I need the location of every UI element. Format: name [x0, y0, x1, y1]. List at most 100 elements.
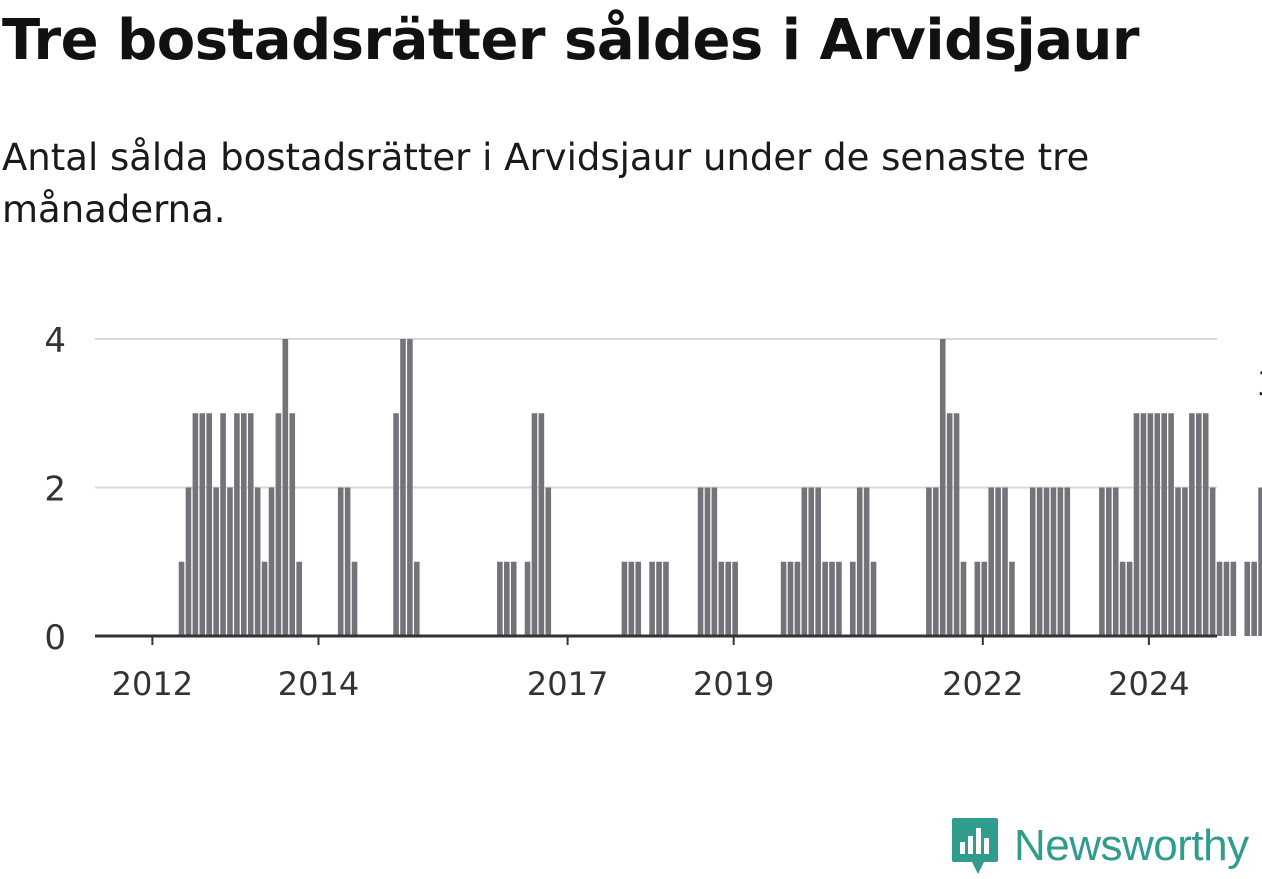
bar-124	[953, 413, 960, 636]
bar-20	[234, 413, 240, 636]
bar-157	[1182, 487, 1188, 636]
bar-90	[718, 561, 725, 636]
bar-43	[393, 413, 399, 636]
bar-152	[1147, 413, 1154, 636]
y-tick-label-2: 2	[44, 470, 66, 510]
bar-36	[344, 487, 351, 636]
bar-168	[1258, 487, 1262, 636]
bar-112	[870, 561, 877, 636]
y-tick-label-4: 4	[44, 321, 66, 361]
bar-151	[1140, 413, 1147, 636]
bar-23	[254, 487, 261, 636]
bar-13	[185, 487, 192, 636]
bar-155	[1168, 413, 1174, 636]
bar-101	[794, 561, 801, 636]
y-tick-label-0: 0	[44, 618, 66, 658]
bar-121	[933, 487, 939, 636]
bar-58	[497, 561, 503, 636]
bar-65	[545, 487, 552, 636]
bar-154	[1161, 413, 1167, 636]
bar-147	[1112, 487, 1119, 636]
bar-137	[1043, 487, 1050, 636]
bar-128	[981, 561, 988, 636]
bar-136	[1036, 487, 1043, 636]
bar-99	[780, 561, 787, 636]
bar-132	[1009, 561, 1015, 636]
bar-153	[1154, 413, 1161, 636]
bar-130	[995, 487, 1001, 636]
bar-135	[1029, 487, 1036, 636]
bar-16	[206, 413, 213, 636]
bar-161	[1209, 487, 1216, 636]
bar-149	[1126, 561, 1133, 636]
bar-77	[628, 561, 635, 636]
bar-87	[697, 487, 704, 636]
x-tick-label-2012: 2012	[112, 665, 193, 703]
newsworthy-logo: Newsworthy	[950, 818, 1249, 874]
bar-129	[988, 487, 994, 636]
bar-18	[220, 413, 226, 636]
x-tick-label-2014: 2014	[278, 665, 359, 703]
bar-64	[538, 413, 545, 636]
bar-15	[199, 413, 206, 636]
bar-17	[213, 487, 219, 636]
chart-title: Tre bostadsrätter såldes i Arvidsjaur	[2, 8, 1140, 73]
bar-89	[711, 487, 718, 636]
bar-163	[1223, 561, 1230, 636]
chart-subtitle: Antal sålda bostadsrätter i Arvidsjaur u…	[2, 136, 1090, 231]
bar-103	[808, 487, 815, 636]
bar-76	[621, 561, 628, 636]
bar-44	[400, 339, 406, 636]
x-tick-label-2024: 2024	[1108, 665, 1189, 703]
bar-127	[974, 561, 981, 636]
bar-167	[1251, 561, 1257, 636]
bar-21	[241, 413, 247, 636]
last-value-label: 3	[1257, 364, 1262, 404]
bar-80	[649, 561, 655, 636]
bar-29	[296, 561, 302, 636]
bar-150	[1133, 413, 1140, 636]
bar-14	[192, 413, 199, 636]
bar-109	[849, 561, 856, 636]
bar-26	[275, 413, 282, 636]
bar-166	[1244, 561, 1251, 636]
bar-59	[503, 561, 510, 636]
bar-37	[351, 561, 358, 636]
bar-82	[663, 561, 669, 636]
bar-125	[960, 561, 967, 636]
bar-100	[787, 561, 794, 636]
bar-81	[656, 561, 662, 636]
bar-148	[1119, 561, 1126, 636]
newsworthy-logo-icon	[952, 818, 998, 874]
x-tick-label-2022: 2022	[942, 665, 1023, 703]
bar-164	[1230, 561, 1237, 636]
bar-162	[1216, 561, 1223, 636]
bar-105	[822, 561, 828, 636]
bar-24	[261, 561, 268, 636]
bar-158	[1189, 413, 1195, 636]
bar-46	[414, 561, 420, 636]
newsworthy-logo-text: Newsworthy	[1014, 821, 1249, 870]
bar-110	[856, 487, 863, 636]
bar-22	[247, 413, 254, 636]
bar-62	[524, 561, 531, 636]
bar-120	[926, 487, 932, 636]
bar-122	[939, 339, 946, 636]
bar-35	[337, 487, 344, 636]
bar-138	[1050, 487, 1057, 636]
bar-27	[282, 339, 289, 636]
bar-123	[946, 413, 953, 636]
bar-156	[1175, 487, 1181, 636]
bar-28	[289, 413, 296, 636]
bar-19	[227, 487, 233, 636]
bar-107	[836, 561, 842, 636]
bar-160	[1202, 413, 1209, 636]
x-tick-label-2017: 2017	[527, 665, 608, 703]
bar-139	[1057, 487, 1064, 636]
bar-88	[704, 487, 711, 636]
bar-102	[801, 487, 808, 636]
bar-106	[829, 561, 835, 636]
bar-91	[725, 561, 732, 636]
bar-111	[863, 487, 870, 636]
bar-131	[1002, 487, 1008, 636]
